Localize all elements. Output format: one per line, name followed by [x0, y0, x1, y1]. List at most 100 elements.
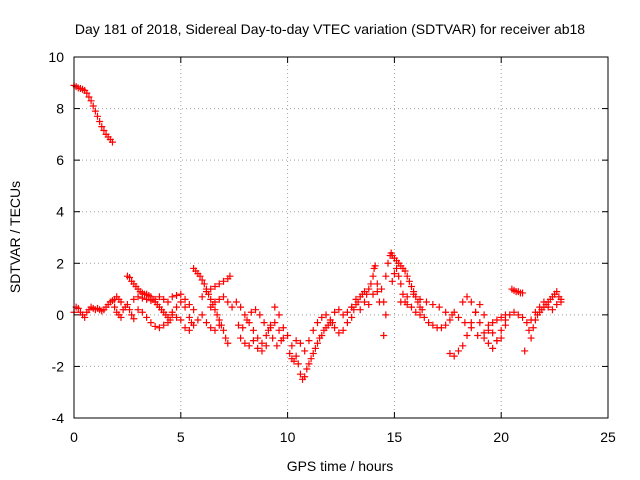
data-point — [220, 293, 228, 301]
data-point — [506, 311, 514, 319]
data-point — [147, 319, 155, 327]
data-point — [525, 326, 533, 334]
data-point — [177, 316, 185, 324]
data-point — [519, 289, 527, 297]
data-point — [435, 303, 443, 311]
data-point — [510, 308, 518, 316]
data-point — [243, 316, 251, 324]
data-point — [196, 272, 204, 280]
data-points — [70, 81, 565, 383]
x-tick-label: 25 — [600, 429, 616, 445]
x-tick-label: 10 — [280, 429, 296, 445]
data-point — [224, 339, 232, 347]
data-point — [239, 324, 247, 332]
x-tick-label: 5 — [177, 429, 185, 445]
data-point — [202, 319, 210, 327]
data-point — [461, 319, 469, 327]
data-point — [134, 293, 142, 301]
data-point — [480, 311, 488, 319]
data-point — [322, 311, 330, 319]
data-point — [442, 321, 450, 329]
data-point — [318, 313, 326, 321]
data-point — [380, 298, 388, 306]
data-point — [548, 306, 556, 314]
data-point — [173, 303, 181, 311]
data-point — [331, 308, 339, 316]
x-tick-label: 15 — [387, 429, 403, 445]
data-point — [143, 313, 151, 321]
data-point — [277, 337, 285, 345]
y-axis-label: SDTVAR / TECUs — [7, 181, 23, 293]
data-point — [207, 295, 215, 303]
data-point — [335, 329, 343, 337]
data-point — [74, 304, 82, 312]
data-point — [87, 97, 95, 105]
data-point — [211, 306, 219, 314]
data-point — [352, 295, 360, 303]
data-point — [147, 297, 155, 305]
data-point — [91, 107, 99, 115]
data-point — [527, 316, 535, 324]
data-point — [380, 331, 388, 339]
data-point — [138, 294, 146, 302]
data-point — [249, 326, 257, 334]
data-point — [164, 298, 172, 306]
data-point — [98, 123, 106, 131]
data-point — [269, 334, 277, 342]
data-point — [367, 280, 375, 288]
data-point — [463, 293, 471, 301]
data-point — [557, 295, 565, 303]
y-tick-label: 6 — [56, 152, 64, 168]
data-point — [292, 337, 300, 345]
data-point — [514, 311, 522, 319]
data-point — [100, 126, 108, 134]
data-point — [258, 339, 266, 347]
data-point — [305, 337, 313, 345]
data-point — [151, 322, 159, 330]
data-point — [373, 280, 381, 288]
data-point — [442, 308, 450, 316]
x-axis-label: GPS time / hours — [287, 458, 394, 474]
data-point — [303, 365, 311, 373]
data-point — [326, 316, 334, 324]
x-tick-label: 0 — [70, 429, 78, 445]
data-point — [476, 319, 484, 327]
data-point — [365, 285, 373, 293]
data-point — [220, 277, 228, 285]
data-point — [412, 308, 420, 316]
data-point — [226, 272, 234, 280]
data-point — [275, 311, 283, 319]
data-point — [262, 331, 270, 339]
data-point — [425, 319, 433, 327]
data-point — [348, 303, 356, 311]
data-point — [93, 112, 101, 120]
data-point — [437, 324, 445, 332]
data-point — [339, 311, 347, 319]
data-point — [143, 295, 151, 303]
data-point — [108, 138, 116, 146]
data-point — [363, 290, 371, 298]
data-point — [489, 344, 497, 352]
data-point — [307, 355, 315, 363]
data-point — [480, 329, 488, 337]
y-tick-label: 0 — [56, 307, 64, 323]
data-point — [360, 298, 368, 306]
data-point — [198, 293, 206, 301]
data-point — [529, 324, 537, 332]
data-point — [168, 311, 176, 319]
data-point — [211, 282, 219, 290]
data-point — [446, 350, 454, 358]
data-point — [401, 267, 409, 275]
plot-frame — [73, 56, 609, 419]
data-point — [81, 313, 89, 321]
data-point — [365, 301, 373, 309]
y-tick-label: -4 — [52, 410, 65, 426]
data-point — [96, 117, 104, 125]
data-point — [373, 288, 381, 296]
data-point — [181, 303, 189, 311]
data-point — [369, 290, 377, 298]
data-point — [314, 339, 322, 347]
data-point — [262, 342, 270, 350]
data-point — [181, 324, 189, 332]
